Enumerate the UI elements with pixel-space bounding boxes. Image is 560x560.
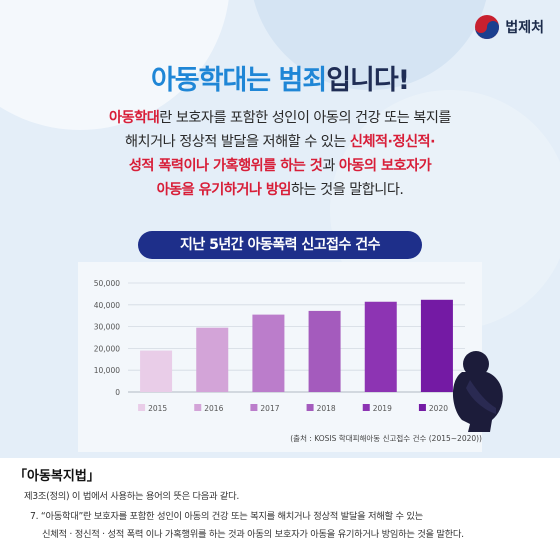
- chart-bars: [140, 299, 453, 392]
- title-highlight: 아동학대는 범죄: [150, 65, 327, 96]
- law-definition: 7. “아동학대”란 보호자를 포함한 성인이 아동의 건강 또는 복지를 해치…: [30, 511, 423, 522]
- bar-2018: [308, 310, 341, 392]
- page-title: 아동학대는 범죄입니다!: [0, 58, 560, 97]
- chart-source: (출처 : KOSIS 학대피해아동 신고접수 건수 (2015~2020)): [290, 434, 482, 443]
- y-tick-label: 30,000: [94, 323, 120, 332]
- description: 아동학대란 보호자를 포함한 성인이 아동의 건강 또는 복지를 해치거나 정상…: [20, 106, 540, 202]
- legend-swatch: [250, 404, 258, 411]
- emphasis-text: 성적 폭력이나 가혹행위를 하는 것: [128, 158, 323, 174]
- title-rest: 입니다!: [326, 65, 410, 96]
- bar-2017: [252, 314, 285, 392]
- legend-label: 2016: [204, 404, 223, 413]
- legend-label: 2018: [317, 404, 336, 413]
- chart-legend: 2015 2016 2017 2018 2019 2020: [138, 404, 448, 413]
- law-title: 「아동복지법」: [14, 469, 100, 484]
- body-text: 해치거나 정상적 발달을 저해할 수 있는: [124, 134, 350, 150]
- bar-2019: [364, 301, 397, 392]
- ministry-logo: 법제처: [474, 14, 544, 40]
- taegeuk-icon: [475, 15, 500, 39]
- body-text: 하는 것을 말합니다.: [290, 182, 404, 198]
- legend-label: 2019: [373, 404, 392, 413]
- law-definition-cont: 신체적 · 정신적 · 성적 폭력 이나 가혹행위를 하는 것과 아동의 보호자…: [42, 529, 464, 540]
- body-text: 과: [322, 158, 339, 174]
- emphasis-text: 아동학대: [109, 110, 160, 126]
- legend-label: 2020: [429, 404, 448, 413]
- legend-swatch: [362, 404, 370, 411]
- y-tick-label: 40,000: [94, 301, 120, 310]
- legend-swatch: [138, 404, 146, 411]
- body-text: 란 보호자를 포함한 성인이 아동의 건강 또는 복지를: [159, 110, 451, 126]
- legend-swatch: [418, 404, 426, 411]
- chart-title: 지난 5년간 아동폭력 신고접수 건수: [138, 231, 422, 259]
- description-line: 해치거나 정상적 발달을 저해할 수 있는 신체적·정신적·: [20, 130, 540, 154]
- chart-grid: [128, 282, 465, 393]
- emphasis-text: 아동의 보호자가: [338, 158, 432, 174]
- bar-2020: [420, 299, 453, 392]
- bar-2015: [140, 350, 173, 392]
- emphasis-text: 신체적·정신적·: [349, 134, 436, 150]
- law-section: [0, 458, 560, 560]
- emphasis-text: 아동을 유기하거나 방임: [156, 182, 292, 198]
- y-tick-label: 0: [115, 388, 120, 397]
- y-tick-label: 50,000: [94, 279, 120, 288]
- y-tick-label: 20,000: [94, 344, 120, 353]
- legend-label: 2017: [260, 404, 279, 413]
- org-name: 법제처: [505, 20, 544, 36]
- description-line: 아동을 유기하거나 방임하는 것을 말합니다.: [20, 178, 540, 202]
- y-tick-label: 10,000: [94, 366, 120, 375]
- legend-swatch: [194, 404, 202, 411]
- law-article: 제3조(정의) 이 법에서 사용하는 용어의 뜻은 다음과 같다.: [24, 491, 240, 502]
- description-line: 성적 폭력이나 가혹행위를 하는 것과 아동의 보호자가: [20, 154, 540, 178]
- legend-label: 2015: [148, 404, 167, 413]
- bar-2016: [196, 327, 229, 392]
- child-silhouette-icon: [452, 351, 503, 432]
- y-axis-ticks: 0 10,000 20,000 30,000 40,000 50,000: [94, 279, 120, 397]
- legend-swatch: [306, 404, 314, 411]
- description-line: 아동학대란 보호자를 포함한 성인이 아동의 건강 또는 복지를: [20, 106, 540, 130]
